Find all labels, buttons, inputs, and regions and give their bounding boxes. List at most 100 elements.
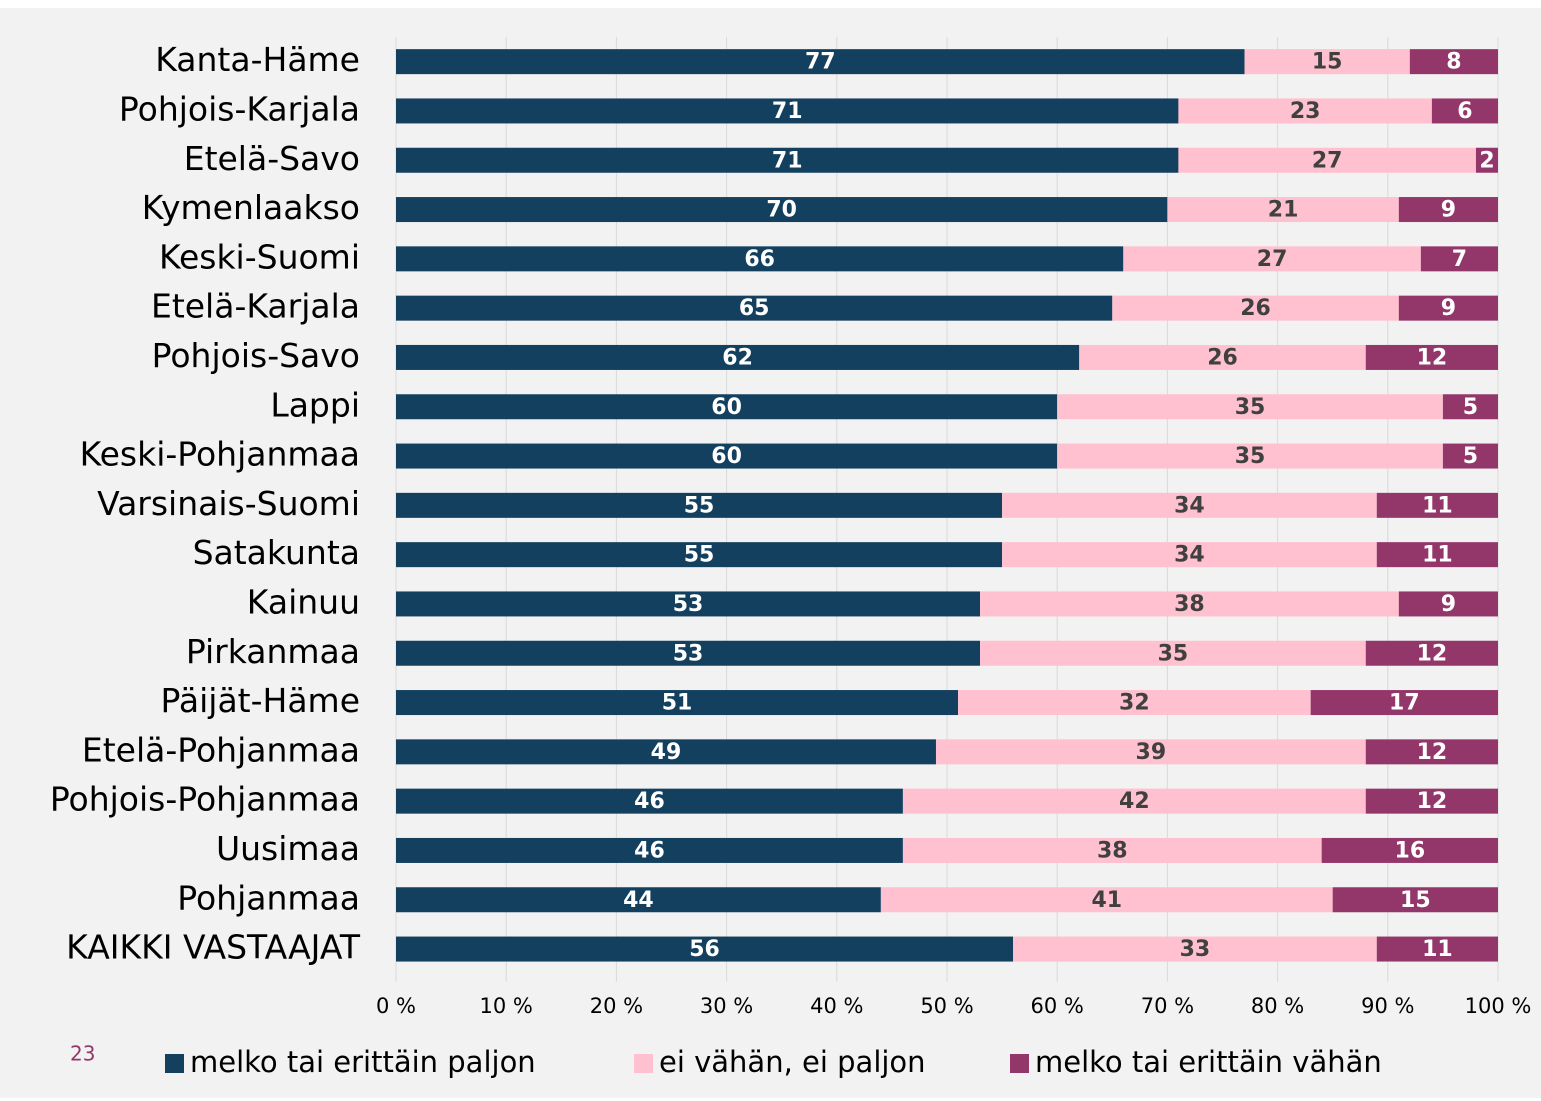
- bar-segment: [1365, 788, 1498, 814]
- category-label: Etelä-Karjala: [151, 287, 360, 326]
- bar-segment: [396, 49, 1245, 75]
- data-label: 12: [1417, 641, 1448, 666]
- bar-segment: [1365, 344, 1498, 370]
- x-tick-label: 20 %: [590, 994, 643, 1018]
- data-label: 26: [1240, 296, 1271, 321]
- bar-segment: [980, 640, 1366, 666]
- data-label: 38: [1097, 838, 1128, 863]
- data-label: 49: [651, 740, 682, 765]
- data-label: 16: [1395, 838, 1426, 863]
- data-label: 27: [1312, 148, 1343, 173]
- data-label: 9: [1441, 592, 1456, 617]
- legend-label: melko tai erittäin paljon: [190, 1045, 536, 1079]
- bar-segment: [958, 690, 1311, 716]
- data-label: 71: [772, 148, 803, 173]
- bar-segment: [396, 295, 1113, 321]
- data-label: 6: [1457, 99, 1472, 124]
- bar-segment: [1332, 887, 1498, 913]
- bar-segment: [1376, 936, 1498, 962]
- data-label: 77: [805, 50, 836, 75]
- bar-segment: [396, 739, 936, 765]
- bar-segment: [1321, 837, 1498, 863]
- data-label: 9: [1441, 198, 1456, 223]
- data-label: 11: [1422, 937, 1453, 962]
- bar-segment: [396, 246, 1124, 272]
- category-label: Pohjanmaa: [177, 878, 360, 917]
- category-label: Etelä-Pohjanmaa: [82, 730, 360, 769]
- x-tick-label: 80 %: [1251, 994, 1304, 1018]
- bar-segment: [1178, 147, 1476, 173]
- data-label: 46: [634, 838, 665, 863]
- bar-segment: [1057, 443, 1443, 469]
- legend-swatch: [634, 1054, 653, 1073]
- bar-segment: [1365, 640, 1498, 666]
- category-label: Lappi: [270, 385, 360, 424]
- bar-segment: [1442, 394, 1498, 420]
- category-label: Pohjois-Savo: [152, 336, 360, 375]
- data-label: 32: [1119, 691, 1150, 716]
- category-label: Pohjois-Pohjanmaa: [50, 780, 360, 819]
- x-tick-label: 40 %: [810, 994, 863, 1018]
- bar-segment: [396, 344, 1080, 370]
- bar-segment: [1442, 443, 1498, 469]
- bar-segment: [396, 936, 1014, 962]
- data-label: 34: [1174, 493, 1205, 518]
- data-label: 17: [1389, 691, 1420, 716]
- data-label: 21: [1268, 198, 1299, 223]
- category-label: Kanta-Häme: [155, 40, 360, 79]
- bar-segment: [1013, 936, 1377, 962]
- bar-segment: [396, 98, 1179, 124]
- data-label: 8: [1446, 50, 1461, 75]
- data-label: 38: [1174, 592, 1205, 617]
- category-label: Pirkanmaa: [186, 632, 360, 671]
- data-label: 41: [1091, 888, 1122, 913]
- data-label: 2: [1479, 148, 1494, 173]
- x-tick-label: 90 %: [1361, 994, 1414, 1018]
- bar-segment: [1376, 542, 1498, 568]
- bar-segment: [1398, 295, 1498, 321]
- data-label: 71: [772, 99, 803, 124]
- bar-segment: [1398, 591, 1498, 617]
- data-label: 55: [684, 493, 715, 518]
- bar-segment: [1420, 246, 1498, 272]
- bar-segment: [902, 837, 1322, 863]
- data-label: 70: [766, 198, 797, 223]
- data-label: 11: [1422, 543, 1453, 568]
- data-label: 56: [689, 937, 720, 962]
- data-label: 9: [1441, 296, 1456, 321]
- page-number: 23: [70, 1042, 95, 1066]
- bar-segment: [1178, 98, 1432, 124]
- bar-segment: [880, 887, 1333, 913]
- x-tick-label: 50 %: [920, 994, 973, 1018]
- data-label: 26: [1207, 345, 1238, 370]
- category-label: Päijät-Häme: [160, 681, 360, 720]
- data-label: 35: [1235, 444, 1266, 469]
- bar-segment: [396, 887, 881, 913]
- data-label: 44: [623, 888, 654, 913]
- bar-segment: [396, 837, 903, 863]
- bar-segment: [1167, 197, 1399, 223]
- data-label: 34: [1174, 543, 1205, 568]
- x-tick-label: 10 %: [480, 994, 533, 1018]
- bar-segment: [1409, 49, 1498, 75]
- bar-segment: [1002, 542, 1377, 568]
- data-label: 42: [1119, 789, 1150, 814]
- bar-segment: [980, 591, 1399, 617]
- bar-segment: [935, 739, 1366, 765]
- data-label: 27: [1257, 247, 1288, 272]
- bar-segment: [1365, 739, 1498, 765]
- category-label: Kymenlaakso: [142, 188, 360, 227]
- bar-segment: [396, 394, 1058, 420]
- data-label: 60: [711, 444, 742, 469]
- bar-segment: [1057, 394, 1443, 420]
- category-label: Keski-Pohjanmaa: [80, 435, 360, 474]
- data-label: 46: [634, 789, 665, 814]
- bar-segment: [396, 197, 1168, 223]
- data-label: 60: [711, 395, 742, 420]
- data-label: 12: [1417, 740, 1448, 765]
- bar-segment: [396, 492, 1003, 518]
- bar-segment: [396, 788, 903, 814]
- bar-segment: [1002, 492, 1377, 518]
- data-label: 5: [1463, 444, 1478, 469]
- category-label: Keski-Suomi: [159, 237, 360, 276]
